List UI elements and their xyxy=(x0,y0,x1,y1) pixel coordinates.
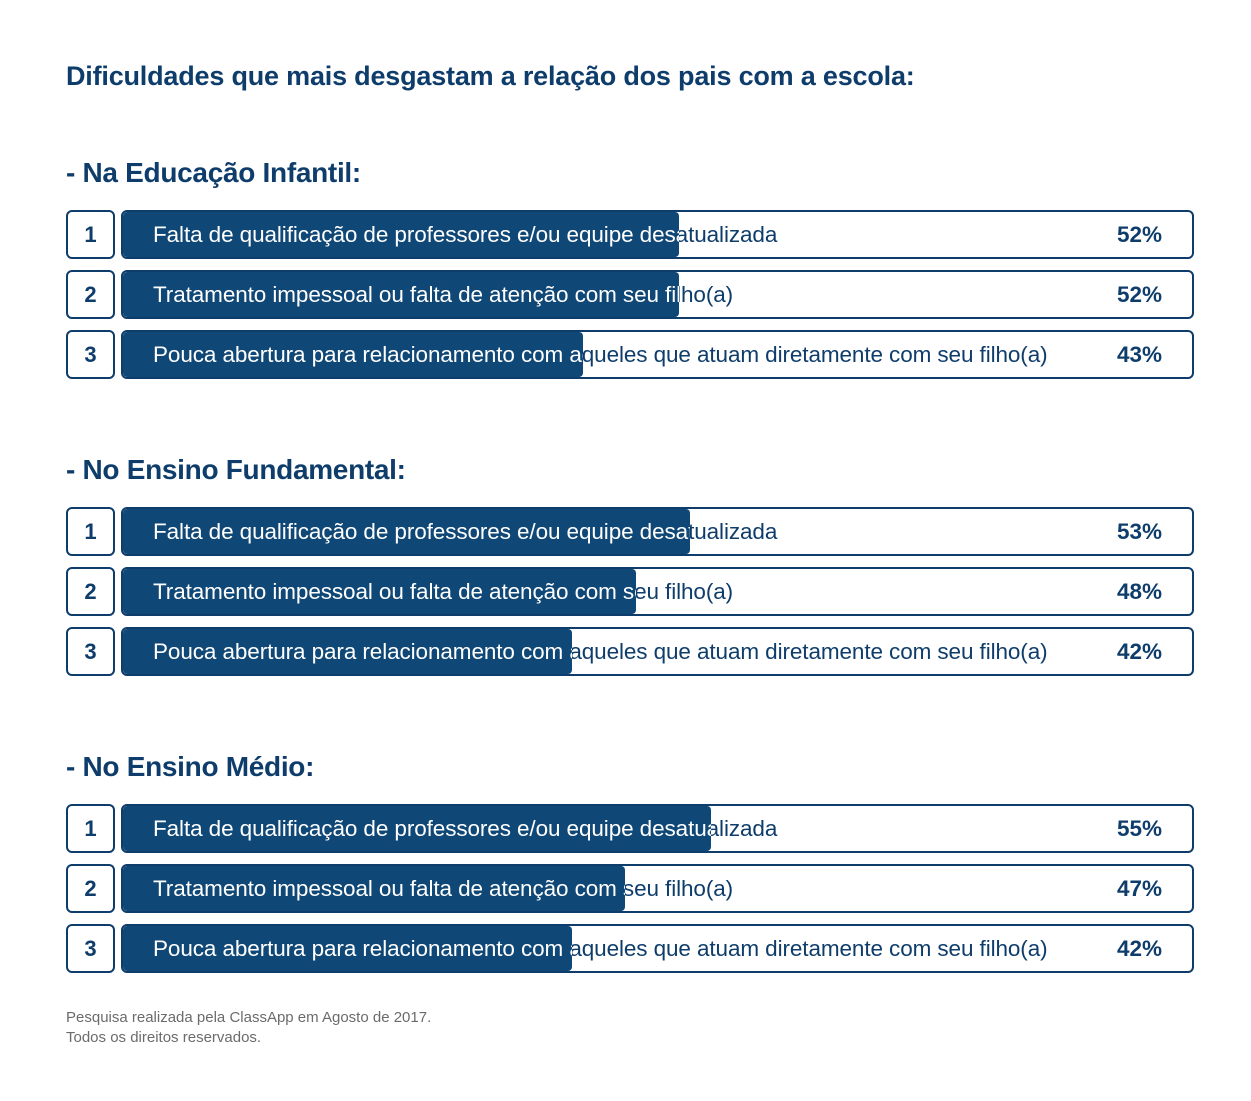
bar-value-label: 52% xyxy=(1116,282,1162,307)
bar-fill xyxy=(123,272,679,317)
bar-label-overlay-clip: Falta de qualificação de professores e/o… xyxy=(123,212,679,257)
page-title: Dificuldades que mais desgastam a relaçã… xyxy=(66,61,915,91)
bar-fill xyxy=(123,509,690,554)
bar-label-overlay: Tratamento impessoal ou falta de atenção… xyxy=(153,876,625,901)
bar-label-overlay: Falta de qualificação de professores e/o… xyxy=(153,519,690,544)
bar-label-overlay-clip: Tratamento impessoal ou falta de atenção… xyxy=(123,272,679,317)
bar-row: 2 Tratamento impessoal ou falta de atençã… xyxy=(66,270,1194,320)
bar-label: Tratamento impessoal ou falta de atenção… xyxy=(153,579,734,604)
bar-fill xyxy=(123,629,572,674)
bar-row: 3 Pouca abertura para relacionamento com … xyxy=(66,330,1194,380)
bar-track: Pouca abertura para relacionamento com a… xyxy=(121,330,1194,379)
section-ensino-fundamental: - No Ensino Fundamental: 1 Falta de quali… xyxy=(66,453,1194,687)
bar-value-label: 42% xyxy=(1116,639,1162,664)
bar-label-overlay: Falta de qualificação de professores e/o… xyxy=(153,222,679,247)
bar-label-overlay-clip: Pouca abertura para relacionamento com a… xyxy=(123,332,583,377)
bar-label-overlay-clip: Falta de qualificação de professores e/o… xyxy=(123,806,711,851)
bar-list: 1 Falta de qualificação de professores e/… xyxy=(66,804,1194,974)
bar-label-overlay-clip: Tratamento impessoal ou falta de atenção… xyxy=(123,569,636,614)
bar-label: Tratamento impessoal ou falta de atenção… xyxy=(153,876,734,901)
bar-fill xyxy=(123,806,711,851)
footer-line-1: Pesquisa realizada pela ClassApp em Agos… xyxy=(66,1009,432,1026)
bar-label: Falta de qualificação de professores e/o… xyxy=(153,519,778,544)
bar-track: Falta de qualificação de professores e/o… xyxy=(121,507,1194,556)
bar-track: Tratamento impessoal ou falta de atenção… xyxy=(121,864,1194,913)
rank-badge: 2 xyxy=(66,864,115,913)
bar-fill xyxy=(123,569,636,614)
rank-badge: 2 xyxy=(66,270,115,319)
bar-value-label: 48% xyxy=(1116,579,1162,604)
section-educacao-infantil: - Na Educação Infantil: 1 Falta de qualif… xyxy=(66,156,1194,390)
bar-track: Falta de qualificação de professores e/o… xyxy=(121,804,1194,853)
bar-list: 1 Falta de qualificação de professores e/… xyxy=(66,507,1194,677)
bar-row: 3 Pouca abertura para relacionamento com … xyxy=(66,627,1194,677)
bar-value-label: 43% xyxy=(1116,342,1162,367)
rank-badge: 1 xyxy=(66,804,115,853)
bar-label-overlay: Tratamento impessoal ou falta de atenção… xyxy=(153,579,636,604)
footer: Pesquisa realizada pela ClassApp em Agos… xyxy=(66,1008,431,1048)
bar-row: 2 Tratamento impessoal ou falta de atençã… xyxy=(66,567,1194,617)
rank-badge: 3 xyxy=(66,330,115,379)
bar-label-overlay-clip: Pouca abertura para relacionamento com a… xyxy=(123,629,572,674)
bar-value-label: 42% xyxy=(1116,936,1162,961)
bar-fill xyxy=(123,926,572,971)
rank-badge: 1 xyxy=(66,210,115,259)
rank-badge: 1 xyxy=(66,507,115,556)
rank-badge: 3 xyxy=(66,924,115,973)
rank-badge: 2 xyxy=(66,567,115,616)
footer-line-2: Todos os direitos reservados. xyxy=(66,1029,262,1046)
bar-fill xyxy=(123,212,679,257)
bar-row: 1 Falta de qualificação de professores e/… xyxy=(66,210,1194,260)
bar-label-overlay: Pouca abertura para relacionamento com a… xyxy=(153,639,572,664)
bar-label: Falta de qualificação de professores e/o… xyxy=(153,222,778,247)
bar-fill xyxy=(123,332,583,377)
bar-value-label: 52% xyxy=(1116,222,1162,247)
rank-badge: 3 xyxy=(66,627,115,676)
bar-label: Pouca abertura para relacionamento com a… xyxy=(153,342,1048,367)
section-title: - Na Educação Infantil: xyxy=(66,157,361,188)
bar-track: Tratamento impessoal ou falta de atenção… xyxy=(121,270,1194,319)
bar-track: Pouca abertura para relacionamento com a… xyxy=(121,627,1194,676)
bar-label-overlay: Tratamento impessoal ou falta de atenção… xyxy=(153,282,679,307)
bar-label-overlay: Falta de qualificação de professores e/o… xyxy=(153,816,711,841)
section-ensino-medio: - No Ensino Médio: 1 Falta de qualificaçã… xyxy=(66,750,1194,984)
bar-label: Tratamento impessoal ou falta de atenção… xyxy=(153,282,734,307)
section-title: - No Ensino Fundamental: xyxy=(66,454,406,485)
bar-row: 1 Falta de qualificação de professores e/… xyxy=(66,804,1194,854)
bar-label: Pouca abertura para relacionamento com a… xyxy=(153,639,1048,664)
section-title: - No Ensino Médio: xyxy=(66,751,315,782)
bar-label-overlay: Pouca abertura para relacionamento com a… xyxy=(153,936,572,961)
bar-fill xyxy=(123,866,625,911)
bar-track: Tratamento impessoal ou falta de atenção… xyxy=(121,567,1194,616)
bar-row: 3 Pouca abertura para relacionamento com … xyxy=(66,924,1194,974)
bar-row: 1 Falta de qualificação de professores e/… xyxy=(66,507,1194,557)
bar-list: 1 Falta de qualificação de professores e/… xyxy=(66,210,1194,380)
bar-row: 2 Tratamento impessoal ou falta de atençã… xyxy=(66,864,1194,914)
bar-track: Pouca abertura para relacionamento com a… xyxy=(121,924,1194,973)
bar-track: Falta de qualificação de professores e/o… xyxy=(121,210,1194,259)
bar-label: Pouca abertura para relacionamento com a… xyxy=(153,936,1048,961)
bar-value-label: 47% xyxy=(1116,876,1162,901)
bar-label-overlay-clip: Falta de qualificação de professores e/o… xyxy=(123,509,690,554)
bar-label: Falta de qualificação de professores e/o… xyxy=(153,816,778,841)
bar-label-overlay-clip: Tratamento impessoal ou falta de atenção… xyxy=(123,866,625,911)
bar-label-overlay: Pouca abertura para relacionamento com a… xyxy=(153,342,583,367)
bar-value-label: 53% xyxy=(1116,519,1162,544)
bar-value-label: 55% xyxy=(1116,816,1162,841)
bar-label-overlay-clip: Pouca abertura para relacionamento com a… xyxy=(123,926,572,971)
